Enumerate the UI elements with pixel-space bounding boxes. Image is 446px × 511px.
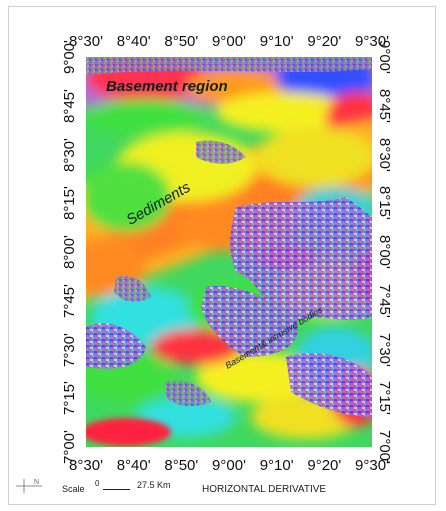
bottom-longitude-label: 8°40' xyxy=(116,457,151,474)
right-latitude-label: 7°15' xyxy=(376,381,393,416)
top-longitude-label: 9°00' xyxy=(212,33,246,50)
scale-value: 27.5 Km xyxy=(137,480,171,490)
map-title: HORIZONTAL DERIVATIVE xyxy=(202,484,327,495)
left-latitude-label: 8°30' xyxy=(61,137,78,172)
north-label: N xyxy=(34,479,39,486)
bottom-longitude-label: 9°30' xyxy=(355,457,389,474)
bottom-longitude-label: 9°00' xyxy=(212,457,246,474)
top-longitude-label: 8°40' xyxy=(116,33,151,50)
right-latitude-label: 8°30' xyxy=(376,137,393,172)
scale-label: Scale xyxy=(62,484,85,494)
right-latitude-label: 7°45' xyxy=(376,283,393,318)
top-longitude-label: 8°50' xyxy=(164,33,199,50)
right-latitude-label: 7°30' xyxy=(376,332,393,367)
right-latitude-label: 7°00' xyxy=(376,430,393,464)
bottom-longitude-label: 9°20' xyxy=(307,457,342,474)
top-longitude-label: 9°30' xyxy=(355,33,389,50)
left-latitude-label: 8°00' xyxy=(61,235,78,269)
left-latitude-label: 8°45' xyxy=(61,88,78,123)
left-latitude-label: 7°30' xyxy=(61,332,78,367)
bottom-longitude-label: 9°10' xyxy=(259,457,294,474)
north-arrow-icon: N xyxy=(16,479,42,493)
left-latitude-label: 8°15' xyxy=(61,186,78,221)
right-latitude-label: 9°00' xyxy=(376,40,393,74)
left-latitude-label: 7°00' xyxy=(61,430,78,464)
top-longitude-label: 8°30' xyxy=(69,33,103,50)
left-latitude-label: 9°00' xyxy=(61,40,78,74)
bottom-longitude-label: 8°30' xyxy=(69,457,103,474)
left-latitude-label: 7°15' xyxy=(61,381,78,416)
horizontal-derivative-map: Basement region Sediments Basement& intr… xyxy=(86,57,372,447)
right-latitude-label: 8°15' xyxy=(376,186,393,221)
bottom-longitude-label: 8°50' xyxy=(164,457,199,474)
top-longitude-label: 9°10' xyxy=(259,33,294,50)
scale-bar xyxy=(103,489,130,490)
annotation-basement-region: Basement region xyxy=(106,78,228,95)
scale-zero: 0 xyxy=(95,479,100,488)
top-longitude-label: 9°20' xyxy=(307,33,342,50)
right-latitude-label: 8°00' xyxy=(376,235,393,269)
figure-frame xyxy=(8,6,436,505)
left-latitude-label: 7°45' xyxy=(61,283,78,318)
right-latitude-label: 8°45' xyxy=(376,88,393,123)
